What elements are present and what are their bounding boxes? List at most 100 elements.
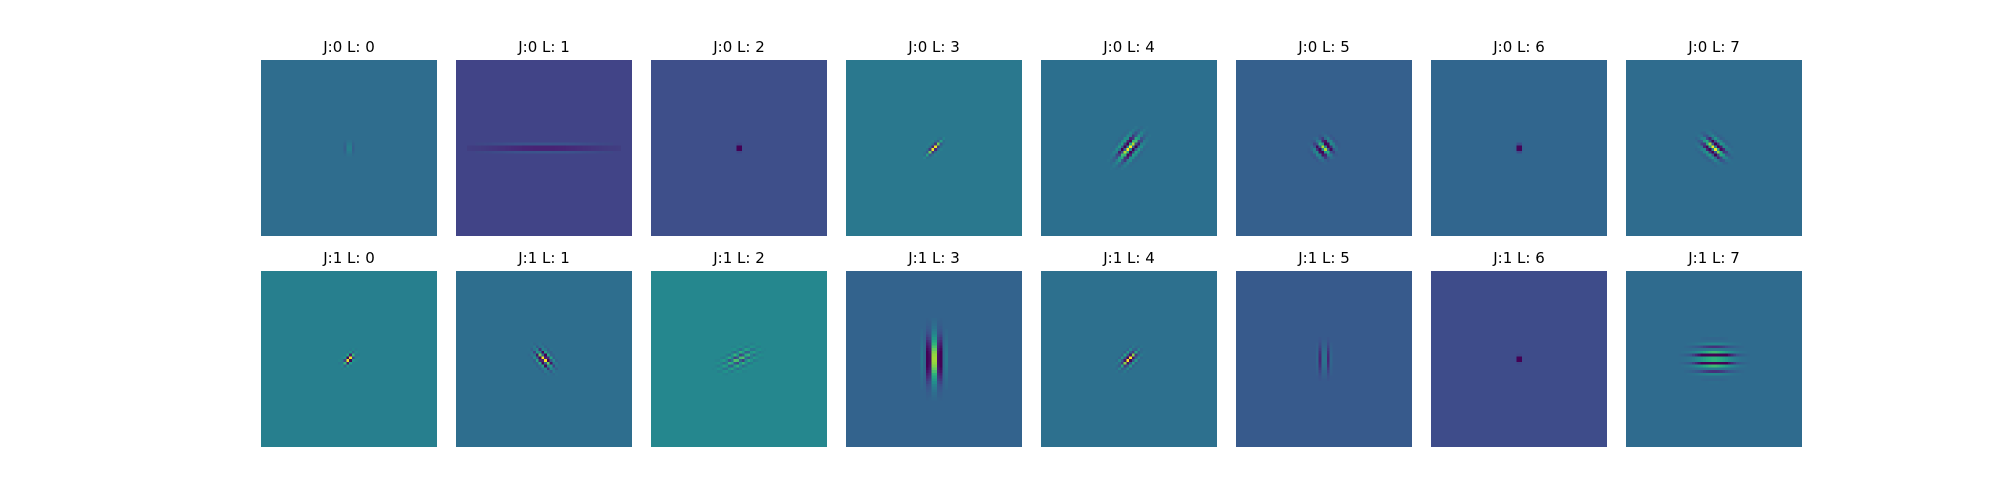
kernel-cell [1703,359,1706,362]
kernel-cell [931,372,935,376]
kernel-cell [920,348,924,351]
kernel-cell [925,353,929,357]
kernel-cell [1318,361,1322,365]
kernel-cell [1714,131,1717,135]
kernel-cell [1705,128,1709,132]
kernel-cell [533,356,536,360]
kernel-cell [1711,145,1715,149]
kernel-cell [1736,350,1739,354]
kernel-cell [934,153,937,157]
kernel-cell [508,142,512,146]
kernel-cell [1131,359,1135,362]
kernel-cell [1519,150,1522,154]
kernel-cell [544,142,547,146]
kernel-cell [928,150,932,154]
kernel-cell [1326,145,1330,149]
kernel-cell [505,145,509,149]
kernel-cell [544,372,547,376]
kernel-cell [1716,342,1720,346]
kernel-cell [1313,156,1316,160]
kernel-cell [577,145,580,149]
kernel-cell [618,145,622,149]
kernel-cell [920,339,924,343]
kernel-cell [920,383,924,387]
kernel-cell [925,348,929,351]
kernel-cell [1519,359,1522,362]
kernel-cell [1681,350,1684,354]
kernel-cell [1134,142,1138,146]
kernel-cell [1324,372,1327,376]
kernel-cell [1727,367,1731,371]
kernel-cell [615,148,619,151]
kernel-cell [1109,167,1113,171]
kernel-cell [618,148,622,151]
kernel-cell [925,397,929,401]
kernel-cell [1705,139,1709,143]
kernel-cell [1738,372,1742,376]
kernel-cell [1126,370,1130,373]
kernel-cell [945,356,948,360]
kernel-cell [1708,378,1712,382]
kernel-cell [1313,153,1316,157]
kernel-cell [601,150,605,154]
kernel-cell [934,150,937,154]
kernel-cell [925,370,929,373]
filter-panel: J:1 L: 6 [1431,249,1607,447]
kernel-cell [920,375,924,379]
kernel-cell [1711,348,1715,351]
kernel-cell [1716,337,1720,340]
kernel-cell [1313,137,1316,140]
kernel-cell [544,364,547,368]
kernel-cell [1733,353,1737,357]
kernel-cell [1516,361,1520,365]
kernel-cell [939,370,943,373]
kernel-cell [925,148,929,151]
kernel-cells [711,342,767,376]
kernel-cell [552,150,556,154]
kernel-cell [1318,150,1322,154]
kernel-cell [538,359,542,362]
kernel-cell [939,383,943,387]
filter-panel: J:1 L: 5 [1236,249,1412,447]
kernel-cell [934,348,937,351]
kernel-cell [1131,137,1135,140]
kernel-cell [524,142,528,146]
kernel-cell [1727,370,1731,373]
kernel-cell [1129,153,1132,157]
kernel-cell [530,342,534,346]
kernel-cell [752,342,756,346]
kernel-cell [502,150,506,154]
kernel-cell [1137,128,1141,132]
kernel-cell [1324,348,1327,351]
kernel-cell [1714,350,1717,354]
kernel-cell [599,145,602,149]
kernel-cell [549,367,553,371]
kernel-cell [1329,148,1333,151]
kernel-cell [1722,378,1726,382]
kernel-cell [541,148,545,151]
kernel-cell [1313,142,1316,146]
kernel-cell [1700,139,1704,143]
kernel-cell [486,145,490,149]
kernel-cells [1694,128,1734,168]
kernel-cell [1705,156,1709,160]
kernel-cell [533,145,536,149]
kernel-cell [1725,150,1728,154]
kernel-cell [533,359,536,362]
kernel-cell [1115,161,1119,165]
kernel-cell [920,331,924,335]
kernel-cell [546,356,550,360]
kernel-cell [936,356,940,360]
kernel-cell [1708,342,1712,346]
kernel-cell [1516,145,1520,149]
kernel-cell [527,150,531,154]
kernel-cell [538,345,542,349]
kernel-cell [741,348,745,351]
kernel-cell [936,150,940,154]
kernel-cell [343,356,347,360]
kernel-cell [1708,359,1712,362]
kernel-cell [1118,139,1121,143]
kernel-cell [1140,139,1143,143]
kernel-cell [920,356,924,360]
kernel-cell [1329,356,1333,360]
